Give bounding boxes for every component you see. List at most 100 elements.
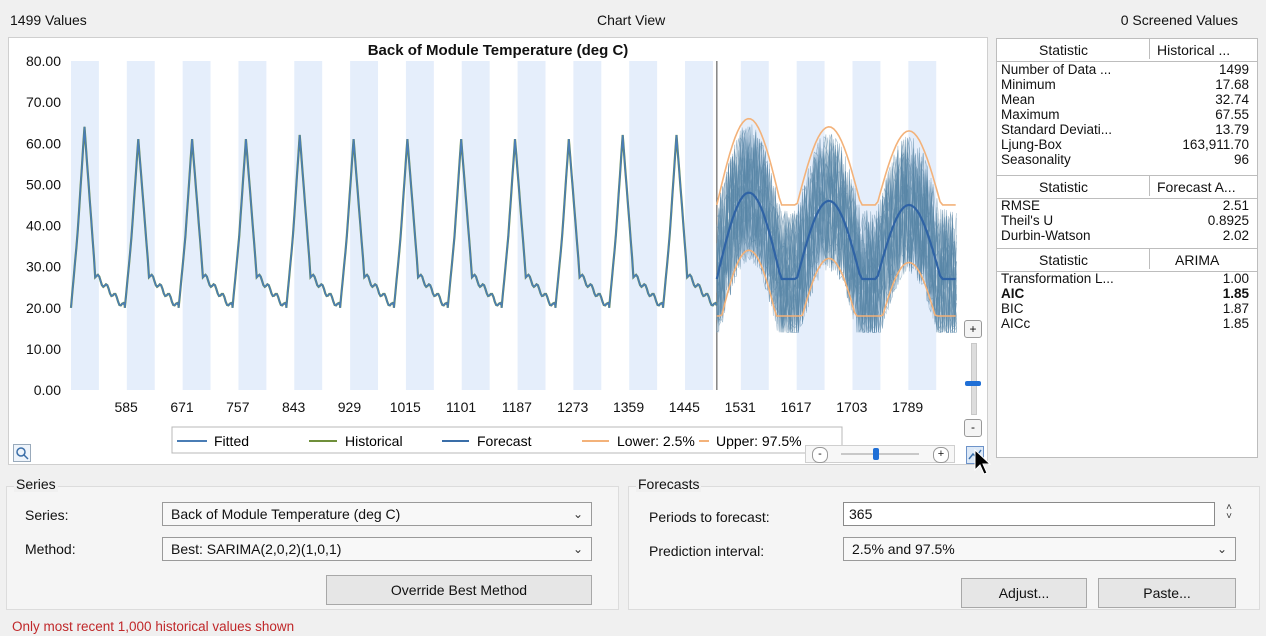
stat-row: AIC 1.85	[1001, 286, 1249, 301]
chart: 80.00 70.00 60.00 50.00 40.00 30.00 20.00 10.00…	[26, 42, 957, 454]
method-label: Method:	[25, 541, 76, 557]
stat-value: 17.68	[1215, 77, 1249, 92]
chevron-down-icon: ⌄	[572, 507, 583, 521]
method-select[interactable]: Best: SARIMA(2,0,2)(1,0,1) ⌄	[162, 537, 592, 561]
y-tick-label: 30.00	[26, 259, 61, 275]
y-tick-label: 20.00	[26, 300, 61, 316]
stat-label: Seasonality	[1001, 152, 1071, 167]
stat-label: RMSE	[1001, 198, 1041, 213]
stat-label: Transformation L...	[1001, 271, 1114, 286]
stats-table1-header: Statistic Historical ...	[997, 39, 1257, 62]
simulation-path	[716, 136, 957, 333]
stat-row: BIC 1.87	[1001, 301, 1249, 316]
x-tick-label: 843	[282, 399, 306, 415]
upper-band-line	[716, 117, 956, 206]
y-tick-label: 10.00	[26, 341, 61, 357]
stat-value: 0.8925	[1207, 213, 1249, 228]
x-tick-label: 1445	[669, 399, 700, 415]
method-select-value: Best: SARIMA(2,0,2)(1,0,1)	[171, 541, 342, 557]
stat-row: Ljung-Box 163,911.70	[1001, 137, 1249, 152]
stats-table1-col2: Historical ...	[1157, 42, 1231, 58]
stat-row: Seasonality 96	[1001, 152, 1249, 167]
stat-value: 67.55	[1215, 107, 1249, 122]
x-tick-label: 1703	[836, 399, 867, 415]
vertical-zoom-slider[interactable]	[971, 343, 977, 415]
stat-label: Standard Deviati...	[1001, 122, 1113, 137]
stats-table3-header: Statistic ARIMA	[997, 248, 1257, 272]
view-title: Chart View	[597, 12, 666, 28]
stat-label: Ljung-Box	[1001, 137, 1062, 152]
season-band	[405, 61, 434, 390]
stats-table3-col1: Statistic	[1039, 252, 1089, 268]
stat-label: AICc	[1001, 316, 1031, 331]
fitted-line	[70, 126, 718, 308]
x-tick-label: 757	[226, 399, 250, 415]
chevron-down-icon: ⌄	[572, 542, 583, 556]
series-select[interactable]: Back of Module Temperature (deg C) ⌄	[162, 502, 592, 526]
legend-lower: Lower: 2.5%	[617, 433, 695, 449]
horizontal-zoom-slider[interactable]	[841, 453, 919, 455]
screened-values: 0 Screened Values	[1120, 12, 1238, 28]
prediction-interval-select[interactable]: 2.5% and 97.5% ⌄	[843, 537, 1236, 561]
stats-table3-col2: ARIMA	[1175, 252, 1220, 268]
x-tick-label: 1617	[780, 399, 811, 415]
legend-forecast: Forecast	[477, 433, 532, 449]
stat-value: 1.85	[1222, 316, 1249, 331]
top-bar: 1499 Values Chart View 0 Screened Values	[0, 0, 1266, 36]
stat-value: 163,911.70	[1182, 137, 1249, 152]
statistics-panel: Statistic Historical ... Number of Data …	[996, 38, 1258, 458]
x-tick-label: 1101	[446, 399, 476, 415]
stat-row: Theil's U 0.8925	[1001, 213, 1249, 228]
stat-value: 1499	[1218, 62, 1249, 77]
periods-spinner-icon[interactable]: ˄ ˅	[1226, 502, 1232, 522]
forecast-line	[715, 191, 956, 281]
horizontal-zoom-out-button[interactable]: -	[812, 447, 828, 463]
x-tick-label: 1187	[502, 399, 532, 415]
x-tick-label: 671	[170, 399, 194, 415]
stats-table2-header: Statistic Forecast A...	[997, 175, 1257, 199]
season-band	[126, 61, 155, 390]
stat-row: Transformation L... 1.00	[1001, 271, 1249, 286]
x-tick-label: 1531	[725, 399, 756, 415]
prediction-interval-value: 2.5% and 97.5%	[852, 541, 955, 557]
legend-upper: Upper: 97.5%	[716, 433, 802, 449]
interval-label: Prediction interval:	[649, 543, 765, 559]
stat-label: Minimum	[1001, 77, 1056, 92]
horizontal-zoom-in-button[interactable]: +	[933, 447, 949, 463]
footer-note: Only most recent 1,000 historical values…	[12, 619, 295, 634]
y-tick-label: 50.00	[26, 176, 61, 192]
x-tick-label: 1359	[613, 399, 644, 415]
vertical-zoom-thumb[interactable]	[965, 381, 981, 386]
paste-button[interactable]: Paste...	[1098, 578, 1236, 608]
chart-title: Back of Module Temperature (deg C)	[368, 42, 629, 59]
horizontal-zoom-thumb[interactable]	[873, 448, 879, 460]
series-group-title: Series	[14, 476, 58, 492]
series-select-value: Back of Module Temperature (deg C)	[171, 506, 401, 522]
x-tick-label: 929	[338, 399, 362, 415]
stat-row: Minimum 17.68	[1001, 77, 1249, 92]
periods-label: Periods to forecast:	[649, 509, 770, 525]
x-tick-label: 1273	[557, 399, 588, 415]
adjust-button[interactable]: Adjust...	[961, 578, 1087, 608]
stat-value: 1.85	[1222, 286, 1249, 301]
values-count: 1499 Values	[10, 12, 87, 28]
stat-value: 1.87	[1222, 301, 1249, 316]
stats-table1-col1: Statistic	[1039, 42, 1089, 58]
periods-to-forecast-input[interactable]: 365	[843, 502, 1215, 526]
override-best-method-button[interactable]: Override Best Method	[326, 575, 592, 605]
vertical-zoom-out-button[interactable]: -	[964, 419, 982, 437]
season-band	[573, 61, 602, 390]
y-tick-label: 40.00	[26, 218, 61, 234]
stats-table2-col2: Forecast A...	[1157, 179, 1236, 195]
season-band	[629, 61, 658, 390]
x-tick-label: 1015	[390, 399, 421, 415]
season-band	[182, 61, 211, 390]
chevron-down-icon: ⌄	[1216, 542, 1227, 556]
stat-label: Theil's U	[1001, 213, 1054, 228]
lower-band-line	[716, 249, 956, 317]
vertical-zoom-in-button[interactable]: +	[964, 320, 982, 338]
zoom-magnifier-icon[interactable]	[13, 444, 31, 462]
chart-panel: 80.00 70.00 60.00 50.00 40.00 30.00 20.00 10.00…	[8, 37, 992, 475]
stat-label: BIC	[1001, 301, 1024, 316]
stat-value: 96	[1233, 152, 1249, 167]
